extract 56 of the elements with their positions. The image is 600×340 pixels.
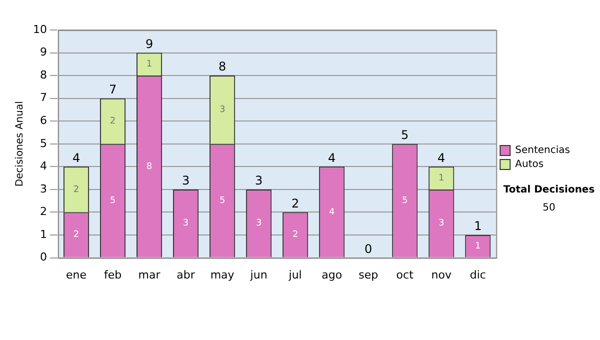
total-label: 3: [254, 174, 263, 188]
total-label: 1: [474, 219, 482, 234]
data-label: 4: [328, 207, 335, 218]
total-label: 0: [364, 242, 372, 256]
data-label: 3: [256, 218, 262, 229]
data-label: 3: [438, 218, 444, 229]
y-axis-title: Decisiones Anual: [14, 101, 26, 187]
data-label: 1: [475, 242, 481, 252]
data-label: 2: [73, 184, 80, 195]
x-tick-label: sep: [358, 268, 378, 282]
y-tick-label: 0: [40, 250, 47, 264]
data-label: 1: [438, 173, 444, 184]
total-label: 5: [401, 128, 409, 142]
x-tick-label: oct: [396, 268, 414, 282]
y-tick-label: 7: [40, 91, 47, 104]
data-label: 2: [110, 116, 116, 126]
y-tick-label: 8: [40, 68, 47, 82]
x-tick-label: mar: [138, 268, 161, 282]
x-tick-label: may: [210, 268, 235, 282]
y-tick-label: 9: [40, 46, 47, 59]
data-label: 5: [402, 196, 408, 206]
data-label: 3: [219, 105, 226, 116]
total-label: 2: [292, 196, 300, 210]
total-label: 4: [438, 150, 446, 165]
data-label: 3: [182, 218, 189, 229]
text: Total Decisiones: [503, 184, 595, 196]
data-label: 5: [110, 196, 116, 206]
data-label: 8: [146, 162, 152, 172]
total-label: 8: [218, 60, 226, 74]
y-tick-label: 5: [40, 136, 47, 150]
x-tick-label: nov: [431, 268, 452, 282]
x-tick-label: jul: [288, 268, 302, 282]
x-tick-label: ene: [66, 268, 87, 282]
total-label: 3: [182, 174, 190, 188]
y-tick-label: 1: [40, 228, 47, 241]
y-tick-label: 4: [40, 160, 47, 173]
text: 50: [542, 202, 556, 214]
total-label: 4: [328, 150, 336, 165]
x-tick-label: abr: [176, 268, 196, 282]
total-label: 4: [72, 150, 80, 165]
data-label: 2: [73, 230, 80, 240]
total-label: 7: [108, 82, 117, 96]
legend-label: Autos: [515, 159, 544, 170]
x-tick-label: jun: [249, 268, 268, 282]
x-tick-label: ago: [322, 268, 342, 282]
data-label: 2: [292, 230, 298, 240]
y-tick-label: 10: [32, 22, 47, 36]
y-tick-label: 3: [40, 182, 47, 196]
x-tick-label: feb: [104, 268, 122, 282]
data-label: 1: [146, 60, 152, 70]
y-tick-label: 6: [40, 114, 47, 127]
data-label: 5: [219, 196, 226, 206]
y-tick-label: 2: [40, 205, 47, 218]
total-label: 9: [145, 36, 154, 51]
x-tick-label: dic: [470, 268, 486, 282]
legend-label: Sentencias: [515, 145, 570, 156]
